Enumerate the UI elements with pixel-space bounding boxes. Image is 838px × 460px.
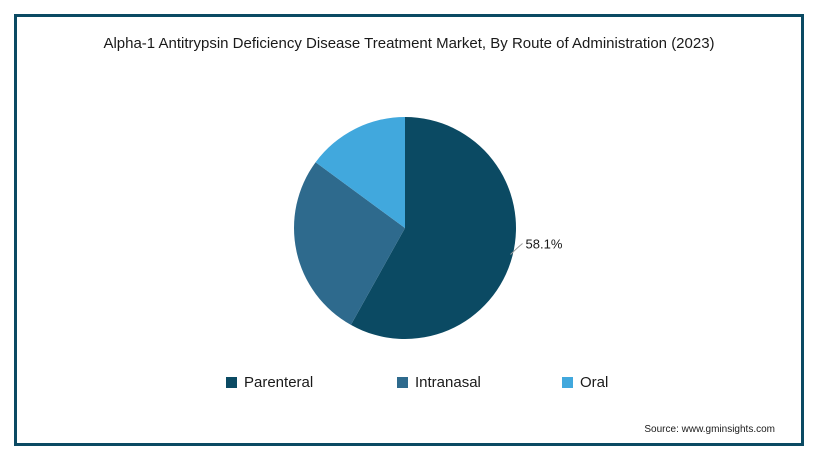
chart-title: Alpha-1 Antitrypsin Deficiency Disease T… xyxy=(103,35,715,52)
chart-legend: Parenteral Intranasal Oral xyxy=(17,374,801,394)
data-label-parenteral: 58.1% xyxy=(526,236,563,251)
pie-chart: 58.1% xyxy=(293,117,563,339)
legend-swatch-oral xyxy=(562,377,573,388)
legend-label-oral: Oral xyxy=(580,374,609,391)
pie-slice-intranasal xyxy=(293,162,405,325)
pie-slice-parenteral xyxy=(350,117,516,339)
legend-item-oral: Oral xyxy=(562,374,608,391)
data-label-leader-parenteral xyxy=(510,243,523,255)
chart-frame: Alpha-1 Antitrypsin Deficiency Disease T… xyxy=(14,14,804,446)
legend-item-intranasal: Intranasal xyxy=(397,374,481,391)
legend-label-intranasal: Intranasal xyxy=(415,374,481,391)
pie-slice-oral xyxy=(315,117,405,228)
source-note: Source: www.gminsights.com xyxy=(644,424,775,435)
legend-label-parenteral: Parenteral xyxy=(244,374,314,391)
legend-swatch-parenteral xyxy=(226,377,237,388)
legend-swatch-intranasal xyxy=(397,377,408,388)
legend-item-parenteral: Parenteral xyxy=(226,374,313,391)
